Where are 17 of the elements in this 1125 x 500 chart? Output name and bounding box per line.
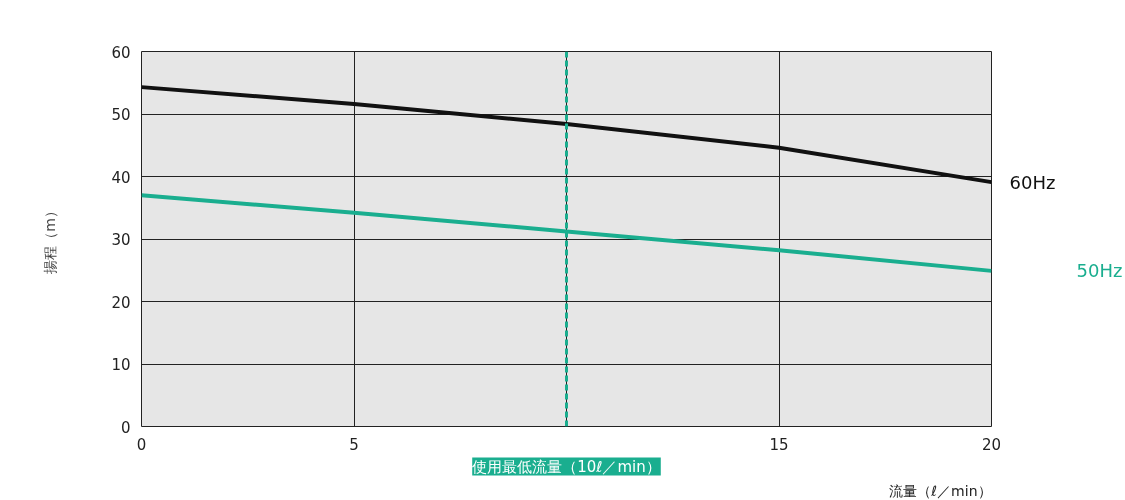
text: 50Hz — [1076, 260, 1123, 282]
x-tick-label: 15 — [769, 435, 789, 454]
ref-line-label: 使用最低流量（10ℓ／min） — [472, 457, 661, 476]
y-tick-label: 10 — [111, 356, 131, 374]
x-axis-title: 流量（ℓ／min） — [889, 482, 992, 499]
x-tick-label: 20 — [981, 435, 1002, 454]
x-tick-label: 5 — [349, 435, 359, 454]
y-tick-label: 0 — [120, 418, 131, 437]
line-series — [141, 85, 992, 185]
series-label: 60Hz — [1009, 171, 1056, 193]
x-tick-label: 0 — [136, 435, 147, 454]
y-tick-label: 30 — [111, 231, 131, 249]
y-tick-label: 50 — [111, 106, 131, 124]
y-axis-title: 揚程（m） — [42, 204, 59, 274]
y-tick-label: 60 — [111, 43, 131, 62]
y-tick-label: 20 — [111, 293, 131, 312]
y-tick-label: 40 — [111, 168, 131, 187]
